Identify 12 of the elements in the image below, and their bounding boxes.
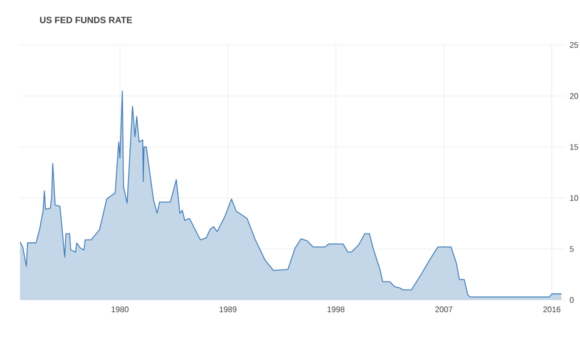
x-tick-label: 1989 [220,306,236,312]
y-tick-label: 0 [570,297,574,303]
y-tick-label: 20 [570,93,578,99]
y-tick-label: 10 [570,195,578,201]
x-tick-label: 2016 [543,306,560,312]
x-tick-label: 1998 [328,306,344,312]
y-tick-label: 15 [570,144,578,150]
y-tick-label: 25 [570,42,578,48]
chart-title: US FED FUNDS RATE [40,16,132,24]
x-tick-label: 2007 [435,306,452,312]
y-tick-label: 5 [570,246,574,252]
x-tick-label: 1980 [112,306,129,312]
